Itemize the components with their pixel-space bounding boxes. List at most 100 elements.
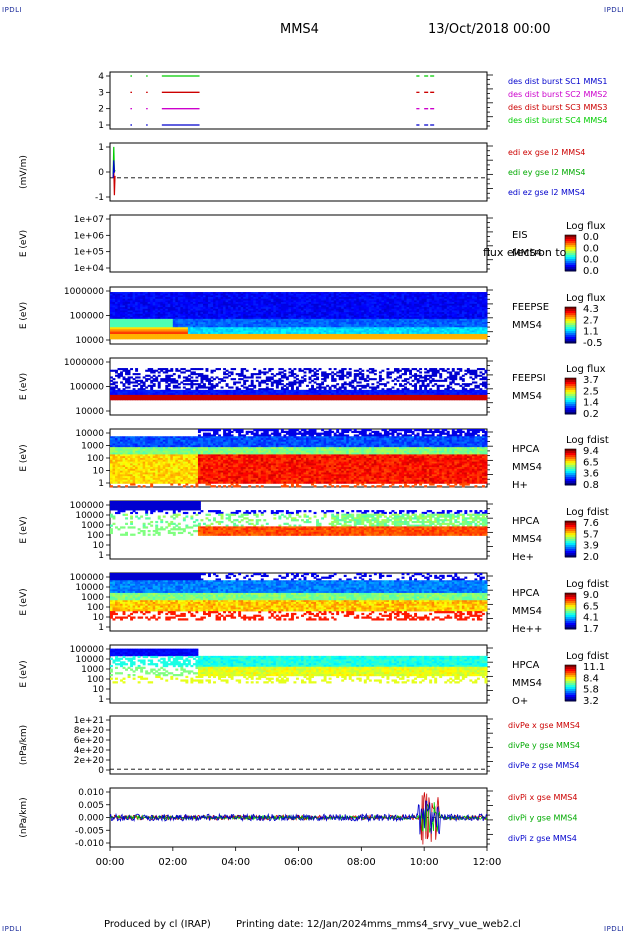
spectrogram-cell [301, 332, 304, 335]
spectrogram-cell [444, 308, 448, 311]
spectrogram-cell [394, 293, 397, 296]
spectrogram-cell [414, 317, 418, 320]
spectrogram-cell [200, 297, 204, 300]
spectrogram-cell [112, 298, 116, 301]
spectrogram-cell [476, 293, 480, 296]
spectrogram-cell [306, 297, 309, 300]
spectrogram-cell [424, 328, 428, 331]
spectrogram-cell [225, 325, 229, 328]
spectrogram-cell [152, 298, 156, 301]
spectrogram-cell [318, 328, 322, 331]
spectrogram-cell [444, 297, 448, 300]
spectrogram-cell [115, 333, 118, 337]
spectrogram-cell [421, 330, 425, 333]
spectrogram-cell [240, 295, 244, 298]
spectrogram-cell [238, 333, 242, 337]
spectrogram-cell [285, 298, 289, 301]
spectrogram-cell [416, 318, 420, 321]
spectrogram-cell [343, 310, 347, 313]
spectrogram-cell [426, 313, 430, 316]
spectrogram-cell [172, 303, 176, 306]
spectrogram-cell [202, 310, 206, 313]
spectrogram-cell [476, 330, 480, 333]
spectrogram-cell [167, 323, 171, 326]
spectrogram-cell [308, 335, 312, 338]
spectrogram-cell [132, 300, 136, 303]
spectrogram-cell [434, 303, 438, 306]
spectrogram-cell [371, 293, 375, 296]
spectrogram-cell [130, 398, 134, 401]
spectrogram-cell [172, 305, 176, 308]
spectrogram-cell [167, 295, 171, 298]
spectrogram-cell [293, 295, 297, 298]
spectrogram-cell [290, 302, 294, 305]
spectrogram-cell [200, 292, 204, 295]
spectrogram-cell [366, 335, 370, 338]
spectrogram-cell [263, 307, 267, 310]
spectrogram-cell [416, 298, 420, 301]
spectrogram-cell [245, 315, 249, 318]
spectrogram-cell [200, 295, 204, 298]
spectrogram-cell [399, 302, 402, 305]
spectrogram-cell [172, 373, 176, 376]
spectrogram-cell [120, 312, 123, 315]
spectrogram-cell [255, 333, 259, 337]
spectrogram-cell [125, 322, 128, 325]
spectrogram-cell [182, 317, 186, 320]
spectrogram-cell [270, 298, 274, 301]
spectrogram-cell [160, 308, 164, 311]
spectrogram-cell [338, 318, 342, 321]
spectrogram-cell [416, 295, 420, 298]
spectrogram-cell [426, 307, 430, 310]
spectrogram-cell [253, 327, 257, 330]
spectrogram-cell [208, 308, 211, 311]
spectrogram-cell [175, 325, 179, 328]
spectrogram-cell [431, 322, 435, 325]
spectrogram-cell [127, 313, 131, 316]
spectrogram-cell [115, 335, 118, 338]
spectrogram-cell [293, 293, 297, 296]
spectrogram-cell [192, 312, 196, 315]
spectrogram-cell [356, 318, 360, 321]
spectrogram-cell [238, 325, 242, 328]
spectrogram-cell [192, 305, 196, 308]
spectrogram-cell [120, 368, 123, 371]
spectrogram-cell [195, 312, 199, 315]
spectrogram-cell [273, 292, 277, 295]
spectrogram-cell [381, 318, 385, 321]
spectrogram-cell [180, 295, 184, 298]
spectrogram-cell [331, 295, 335, 298]
spectrogram-cell [444, 315, 448, 318]
spectrogram-cell [208, 325, 211, 328]
spectrogram-cell [190, 320, 194, 323]
spectrogram-cell [245, 313, 249, 316]
spectrogram-cell [202, 297, 206, 300]
spectrogram-cell [348, 310, 352, 313]
spectrogram-cell [434, 295, 438, 298]
spectrogram-cell [167, 302, 171, 305]
spectrogram-cell [481, 303, 485, 306]
spectrogram-cell [419, 333, 423, 337]
spectrogram-cell [238, 310, 242, 313]
spectrogram-cell [454, 310, 458, 313]
spectrogram-cell [429, 305, 433, 308]
spectrogram-cell [331, 292, 335, 295]
spectrogram-cell [110, 307, 113, 310]
spectrogram-cell [376, 297, 380, 300]
spectrogram-cell [275, 293, 279, 296]
spectrogram-cell [431, 327, 435, 330]
spectrogram-cell [243, 312, 247, 315]
spectrogram-cell [182, 308, 186, 311]
spectrogram-cell [137, 310, 141, 313]
spectrogram-cell [318, 320, 322, 323]
spectrogram-cell [396, 292, 400, 295]
spectrogram-cell [394, 310, 397, 313]
spectrogram-cell [155, 315, 159, 318]
spectrogram-cell [456, 327, 460, 330]
spectrogram-cell [421, 318, 425, 321]
spectrogram-cell [132, 322, 136, 325]
spectrogram-cell [361, 330, 365, 333]
spectrogram-cell [358, 297, 362, 300]
spectrogram-cell [120, 307, 123, 310]
spectrogram-cell [170, 369, 174, 372]
